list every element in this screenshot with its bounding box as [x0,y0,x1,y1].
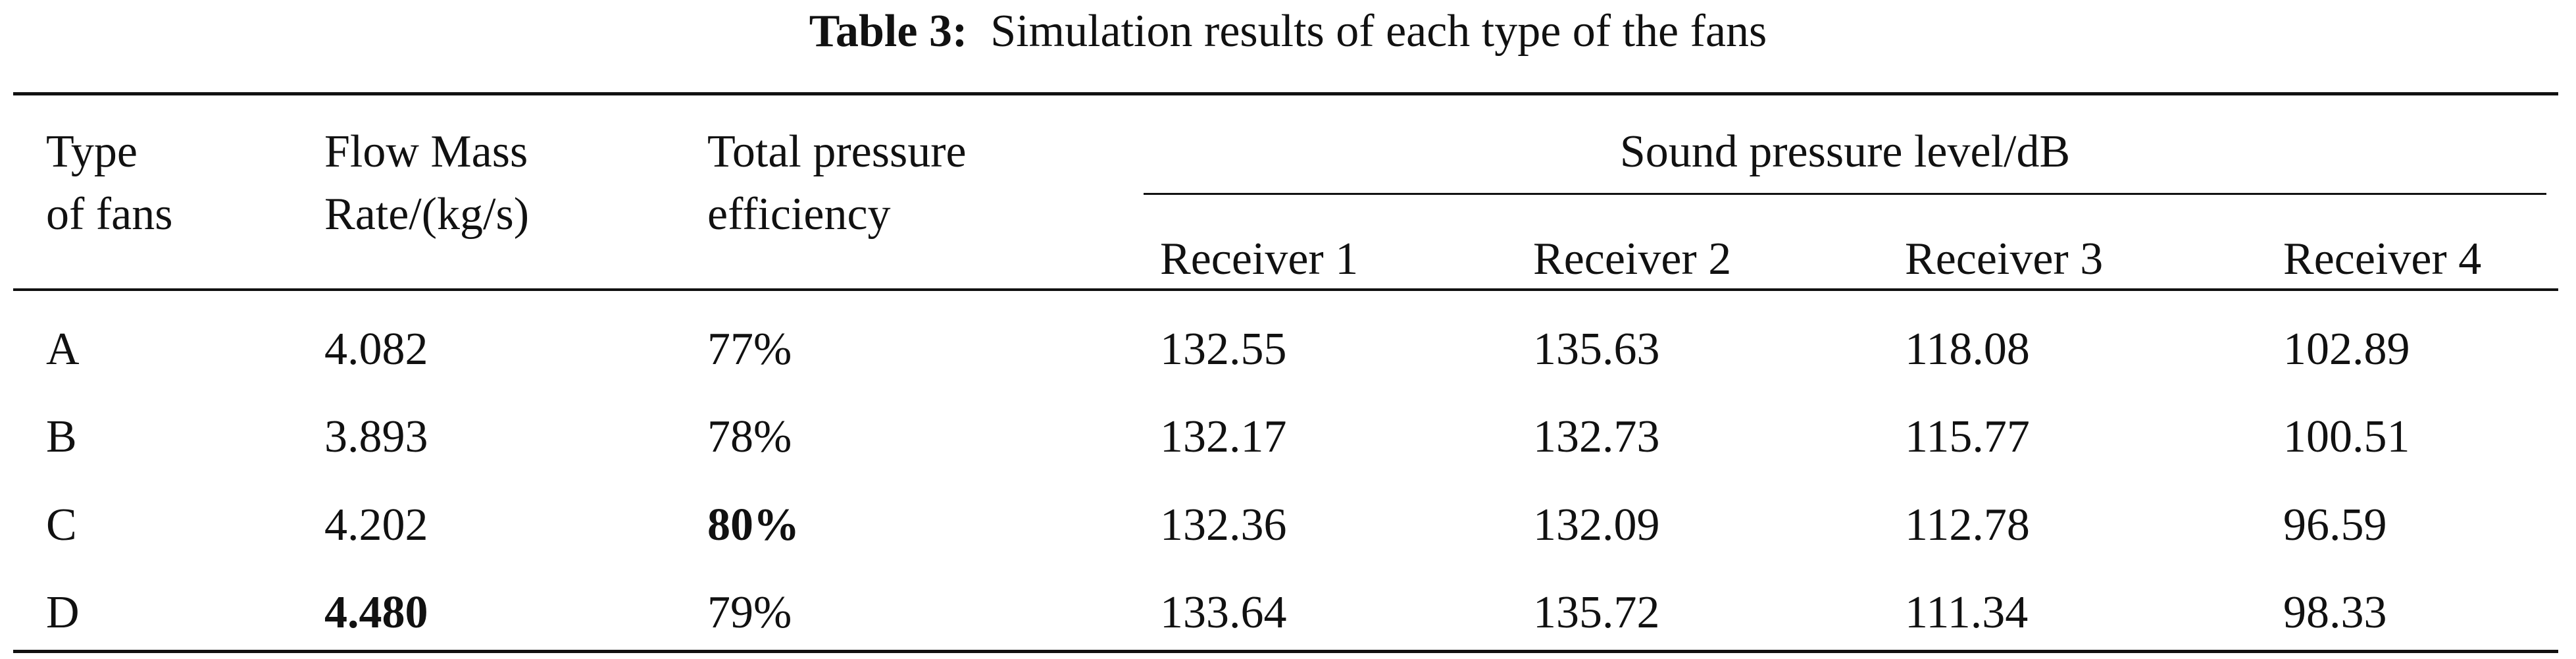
header-rule [13,288,2558,291]
table-cell: 80% [707,500,799,550]
subcolumn-header: Receiver 4 [2283,234,2482,284]
column-header: efficiency [707,189,891,240]
table-cell: 118.08 [1905,324,2030,375]
table-cell: 96.59 [2283,500,2387,550]
table-cell: A [46,324,80,375]
top-rule [13,92,2558,95]
table-cell: 132.55 [1160,324,1287,375]
table-caption: Table 3: Simulation results of each type… [0,0,2576,63]
group-header: Sound pressure level/dB [1619,126,2071,177]
table-cell: 4.202 [324,500,428,550]
table-cell: 111.34 [1905,587,2029,638]
table-cell: 132.17 [1160,411,1287,462]
table-cell: 133.64 [1160,587,1287,638]
column-header: Type [46,126,138,177]
table-cell: D [46,587,80,638]
table-cell: C [46,500,77,550]
table-cell: 4.082 [324,324,428,375]
table-cell: 112.78 [1905,500,2030,550]
group-rule [1144,193,2546,195]
table-cell: 132.73 [1533,411,1660,462]
column-header: Rate/(kg/s) [324,189,530,240]
table-cell: 78% [707,411,792,462]
table-cell: 98.33 [2283,587,2387,638]
subcolumn-header: Receiver 2 [1533,234,1732,284]
column-header: Flow Mass [324,126,528,177]
bottom-rule [13,650,2558,653]
table-cell: 79% [707,587,792,638]
table-cell: 132.36 [1160,500,1287,550]
table-cell: 4.480 [324,587,428,638]
table-cell: 135.63 [1533,324,1660,375]
column-header: of fans [46,189,173,240]
subcolumn-header: Receiver 1 [1160,234,1359,284]
caption-label: Table 3: [809,6,968,57]
table-cell: 102.89 [2283,324,2410,375]
table-cell: 115.77 [1905,411,2030,462]
table-cell: 132.09 [1533,500,1660,550]
subcolumn-header: Receiver 3 [1905,234,2104,284]
table-cell: 100.51 [2283,411,2410,462]
table-cell: B [46,411,77,462]
table-cell: 135.72 [1533,587,1660,638]
table-cell: 3.893 [324,411,428,462]
column-header: Total pressure [707,126,967,177]
table-cell: 77% [707,324,792,375]
caption-text: Simulation results of each type of the f… [990,6,1767,57]
